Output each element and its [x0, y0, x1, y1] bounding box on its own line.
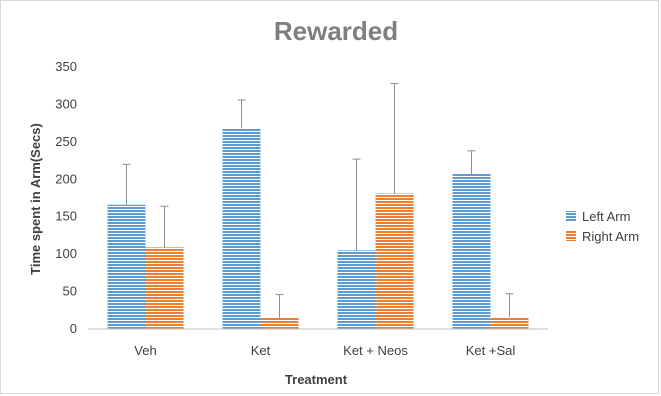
x-tick-label: Ket +Sal	[466, 343, 516, 358]
y-tick-label: 150	[55, 209, 77, 224]
y-tick-label: 200	[55, 171, 77, 186]
y-tick-label: 50	[63, 284, 77, 299]
error-bars	[122, 82, 514, 318]
y-tick-label: 0	[70, 321, 77, 336]
legend-label: Left Arm	[582, 209, 630, 224]
x-tick-label: Veh	[134, 343, 156, 358]
bar-right-arm	[145, 247, 184, 329]
y-axis-ticks: 0 50 100 150 200 250 300 350	[55, 59, 77, 336]
legend-swatch	[566, 231, 576, 241]
y-tick-label: 350	[55, 59, 77, 74]
bar-right-arm	[375, 193, 414, 329]
bar-left-arm	[452, 174, 491, 329]
x-tick-label: Ket + Neos	[343, 343, 408, 358]
legend: Left Arm Right Arm	[566, 209, 639, 244]
legend-swatch	[566, 211, 576, 221]
bar-right-arm	[490, 317, 529, 329]
y-tick-label: 300	[55, 96, 77, 111]
x-axis-title: Treatment	[285, 372, 348, 387]
bar-marks	[107, 128, 529, 329]
legend-label: Right Arm	[582, 229, 639, 244]
y-tick-label: 100	[55, 246, 77, 261]
y-tick-label: 250	[55, 134, 77, 149]
y-axis-title: Time spent in Arm(Secs)	[28, 123, 43, 275]
x-tick-label: Ket	[251, 343, 271, 358]
bar-left-arm	[337, 250, 376, 329]
chart-title: Rewarded	[274, 16, 398, 46]
bar-right-arm	[260, 317, 299, 329]
bar-left-arm	[107, 204, 146, 329]
x-axis-ticks: Veh Ket Ket + Neos Ket +Sal	[134, 343, 515, 358]
bar-left-arm	[222, 128, 261, 329]
